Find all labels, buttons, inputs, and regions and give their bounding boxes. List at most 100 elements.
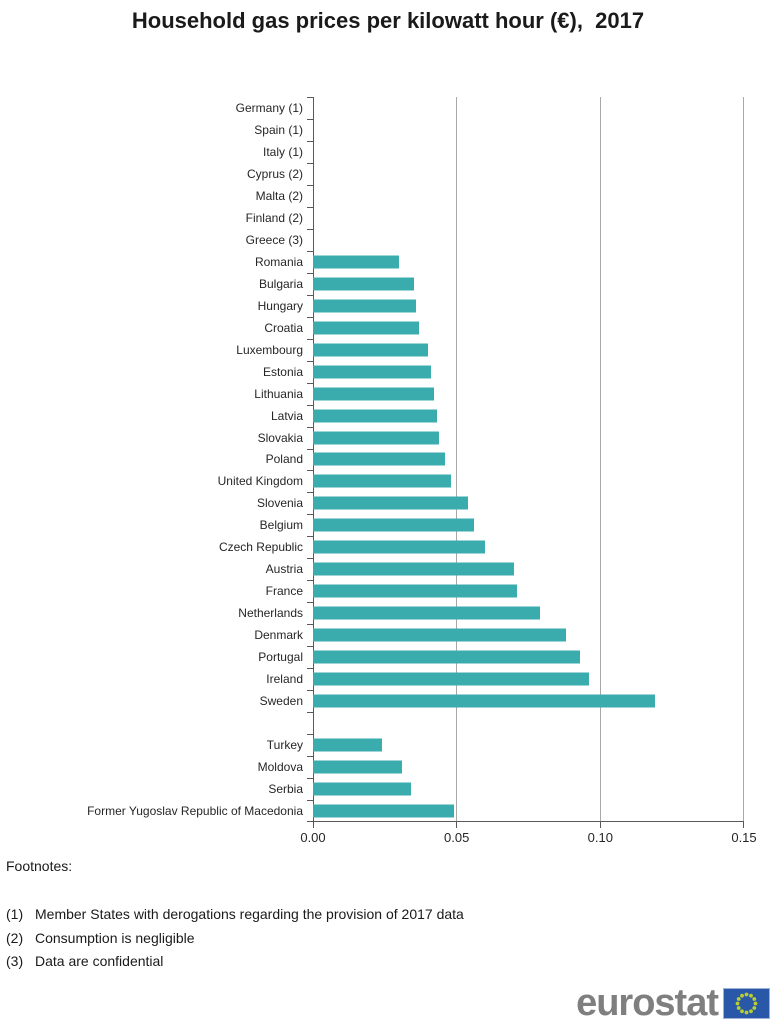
bar-track [313, 514, 744, 536]
bar-track [313, 778, 744, 800]
chart-row: Luxembourg [0, 339, 744, 361]
y-axis-tick [307, 668, 313, 669]
bar-track [313, 427, 744, 449]
y-axis-tick [307, 163, 313, 164]
y-axis-tick [307, 97, 313, 98]
bar-track [313, 449, 744, 471]
bar-track [313, 383, 744, 405]
chart-row: Former Yugoslav Republic of Macedonia [0, 800, 744, 822]
x-axis-tick [743, 822, 744, 828]
category-label: France [265, 584, 303, 599]
chart-row: Serbia [0, 778, 744, 800]
x-axis-tick [456, 822, 458, 828]
chart-row: Lithuania [0, 383, 744, 405]
bar-track [313, 207, 744, 229]
y-axis-tick [307, 361, 313, 362]
chart-row: Cyprus (2) [0, 163, 744, 185]
footnote-marker: (3) [6, 953, 24, 969]
chart-row: Slovenia [0, 492, 744, 514]
category-label: Estonia [262, 364, 303, 379]
eurostat-wordmark: eurostat [576, 982, 719, 1024]
category-label: Cyprus (2) [246, 166, 303, 181]
bar [313, 255, 400, 269]
bar-track [313, 163, 744, 185]
y-axis-tick [307, 800, 313, 801]
y-axis-tick [307, 580, 313, 581]
y-axis-tick [307, 185, 313, 186]
y-axis-tick [307, 558, 313, 559]
category-label: Netherlands [238, 606, 303, 621]
category-label: Sweden [259, 694, 303, 709]
bar [313, 431, 440, 445]
chart-row: Sweden [0, 690, 744, 712]
bar [313, 299, 417, 313]
chart-row: Czech Republic [0, 536, 744, 558]
category-label: Croatia [264, 320, 303, 335]
category-label: Ireland [266, 672, 303, 687]
category-label: Romania [254, 254, 303, 269]
chart-row: Estonia [0, 361, 744, 383]
x-axis-tick [313, 822, 314, 828]
footnote-text: Data are confidential [35, 953, 164, 969]
bar-track [313, 646, 744, 668]
y-axis-tick [307, 427, 313, 428]
footnote-marker: (2) [6, 929, 24, 946]
bar [313, 694, 655, 708]
chart-row: Bulgaria [0, 273, 744, 295]
category-label: Slovakia [257, 430, 303, 445]
gridline [743, 97, 744, 821]
bar [313, 584, 517, 598]
eurostat-logo: eurostat [576, 984, 770, 1022]
y-axis-tick [307, 251, 313, 252]
chart-row: Malta (2) [0, 185, 744, 207]
bar [313, 760, 403, 774]
chart-row: Italy (1) [0, 141, 744, 163]
bar-track [313, 756, 744, 778]
chart-row: United Kingdom [0, 470, 744, 492]
chart-row [0, 712, 744, 734]
gridline [456, 97, 458, 821]
bar [313, 540, 486, 554]
bar-track [313, 668, 744, 690]
category-label: Spain (1) [254, 122, 303, 137]
category-label: Bulgaria [258, 276, 303, 291]
chart-row: Germany (1) [0, 97, 744, 119]
bar-track [313, 273, 744, 295]
footnote-item: (3) Data are confidential [6, 950, 464, 974]
footnote-item: (1) Member States with derogations regar… [6, 903, 464, 927]
category-label: Greece (3) [245, 232, 303, 247]
chart-row: Moldova [0, 756, 744, 778]
category-label: Denmark [254, 628, 303, 643]
category-label: Hungary [257, 298, 303, 313]
y-axis-tick [307, 273, 313, 274]
bar [313, 562, 515, 576]
category-label: Luxembourg [236, 342, 303, 357]
category-label: Finland (2) [245, 210, 303, 225]
chart-row: Austria [0, 558, 744, 580]
y-axis-tick [307, 141, 313, 142]
bar-track [313, 558, 744, 580]
y-axis-tick [307, 229, 313, 230]
footnote-marker: (1) [6, 906, 24, 922]
category-label: Turkey [266, 738, 303, 753]
bar-track [313, 712, 744, 734]
chart-row: France [0, 580, 744, 602]
footnote-text: Member States with derogations regarding… [35, 906, 464, 922]
y-axis-tick [307, 119, 313, 120]
bar-track [313, 624, 744, 646]
category-label: Slovenia [256, 496, 303, 511]
bar-track [313, 800, 744, 822]
bar-track [313, 141, 744, 163]
y-axis-tick [307, 470, 313, 471]
bar [313, 387, 434, 401]
y-axis-tick [307, 690, 313, 691]
y-axis-tick [307, 295, 313, 296]
bar-track [313, 405, 744, 427]
bar-track [313, 690, 744, 712]
category-label: Portugal [258, 650, 303, 665]
x-axis-tick-label: 0.00 [300, 830, 326, 845]
y-axis-tick [307, 624, 313, 625]
category-label: Malta (2) [255, 188, 303, 203]
y-axis-tick [307, 602, 313, 603]
y-axis-tick [307, 514, 313, 515]
